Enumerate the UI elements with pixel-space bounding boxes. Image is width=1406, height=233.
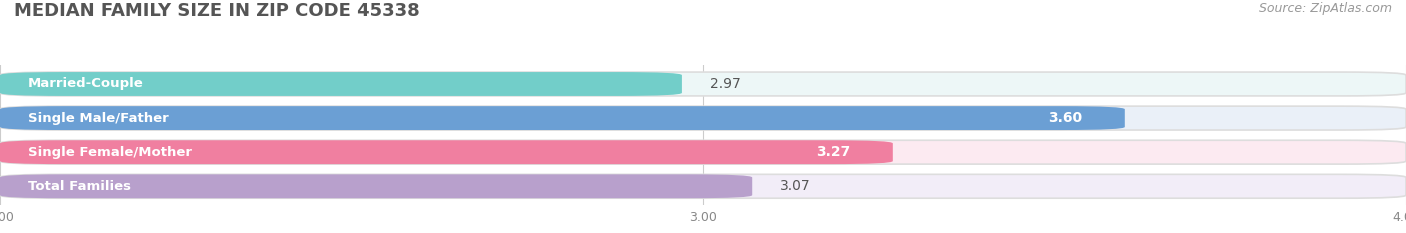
Text: 3.60: 3.60 bbox=[1049, 111, 1083, 125]
FancyBboxPatch shape bbox=[0, 140, 893, 164]
Text: 3.07: 3.07 bbox=[780, 179, 811, 193]
FancyBboxPatch shape bbox=[0, 106, 1125, 130]
Text: Total Families: Total Families bbox=[28, 180, 131, 193]
Text: Married-Couple: Married-Couple bbox=[28, 78, 143, 90]
FancyBboxPatch shape bbox=[0, 174, 1406, 198]
Text: Single Female/Mother: Single Female/Mother bbox=[28, 146, 193, 159]
Text: 3.27: 3.27 bbox=[817, 145, 851, 159]
Text: Source: ZipAtlas.com: Source: ZipAtlas.com bbox=[1258, 2, 1392, 15]
FancyBboxPatch shape bbox=[0, 106, 1406, 130]
FancyBboxPatch shape bbox=[0, 140, 1406, 164]
Text: 2.97: 2.97 bbox=[710, 77, 741, 91]
FancyBboxPatch shape bbox=[0, 174, 752, 198]
Text: MEDIAN FAMILY SIZE IN ZIP CODE 45338: MEDIAN FAMILY SIZE IN ZIP CODE 45338 bbox=[14, 2, 420, 20]
Text: Single Male/Father: Single Male/Father bbox=[28, 112, 169, 125]
FancyBboxPatch shape bbox=[0, 72, 682, 96]
FancyBboxPatch shape bbox=[0, 72, 1406, 96]
